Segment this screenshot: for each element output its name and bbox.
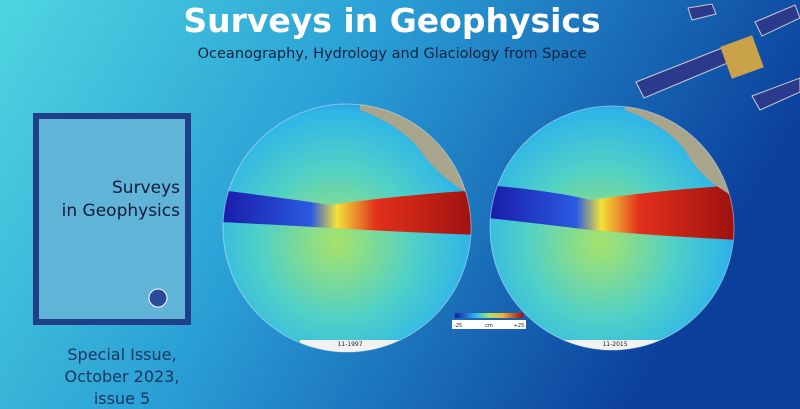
map-label: 11-2015	[602, 341, 627, 348]
caption-line: October 2023,	[65, 367, 180, 386]
satellite	[635, 3, 800, 111]
globe-map	[223, 104, 471, 352]
cover-title: Surveys	[112, 178, 180, 198]
title: Surveys in Geophysics	[183, 1, 600, 40]
globe-map	[490, 106, 734, 350]
cover-title: in Geophysics	[62, 201, 180, 221]
colorbar-label: +25	[514, 323, 525, 329]
caption-line: issue 5	[94, 389, 150, 408]
colorbar: -25 cm +25	[452, 313, 526, 329]
journal-cover: Surveys in Geophysics	[33, 113, 191, 325]
subtitle: Oceanography, Hydrology and Glaciology f…	[198, 46, 587, 62]
caption-line: Special Issue,	[67, 345, 176, 364]
map-label: 11-1997	[337, 341, 362, 348]
colorbar-label: cm	[485, 323, 493, 329]
colorbar-label: -25	[454, 323, 462, 329]
